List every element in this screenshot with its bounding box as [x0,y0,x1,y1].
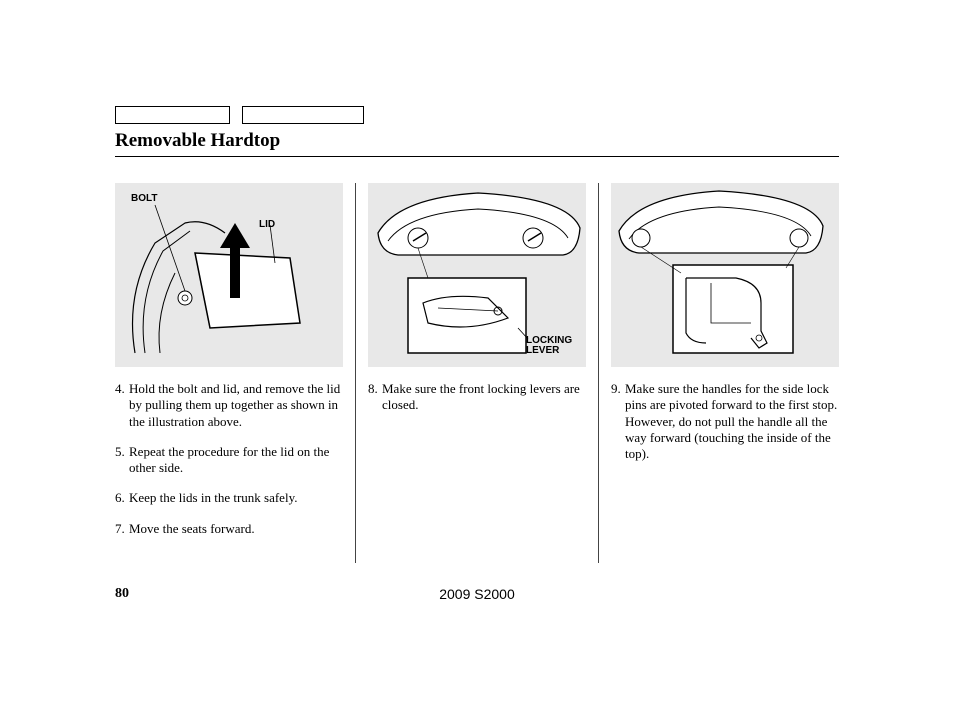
column-3: 9. Make sure the handles for the side lo… [599,183,839,563]
step-text: Hold the bolt and lid, and remove the li… [129,381,343,430]
step-text: Make sure the front locking levers are c… [382,381,586,414]
column-1: BOLT LID 4. Hold the bolt and lid, and r… [115,183,355,563]
label-lid: LID [259,219,275,230]
step-7: 7. Move the seats forward. [115,521,343,537]
figure-side-lock-pins [611,183,839,367]
manual-page: Removable Hardtop [0,0,954,563]
step-number: 5. [115,444,129,477]
step-text: Repeat the procedure for the lid on the … [129,444,343,477]
step-4: 4. Hold the bolt and lid, and remove the… [115,381,343,430]
side-lock-diagram [611,183,829,367]
step-number: 9. [611,381,625,462]
figure-bolt-lid: BOLT LID [115,183,343,367]
step-5: 5. Repeat the procedure for the lid on t… [115,444,343,477]
bolt-lid-diagram [115,183,335,367]
step-8: 8. Make sure the front locking levers ar… [368,381,586,414]
section-title: Removable Hardtop [115,130,839,157]
step-number: 7. [115,521,129,537]
step-text: Make sure the handles for the side lock … [625,381,839,462]
step-number: 6. [115,490,129,506]
column-2: LOCKING LEVER 8. Make sure the front loc… [355,183,599,563]
header-box-1 [115,106,230,124]
step-number: 8. [368,381,382,414]
header-box-2 [242,106,364,124]
label-lever: LEVER [526,345,559,356]
step-9: 9. Make sure the handles for the side lo… [611,381,839,462]
step-number: 4. [115,381,129,430]
step-6: 6. Keep the lids in the trunk safely. [115,490,343,506]
content-columns: BOLT LID 4. Hold the bolt and lid, and r… [115,183,839,563]
header-placeholder-boxes [115,106,839,124]
label-bolt: BOLT [131,193,157,204]
figure-locking-lever: LOCKING LEVER [368,183,586,367]
step-text: Move the seats forward. [129,521,343,537]
step-text: Keep the lids in the trunk safely. [129,490,343,506]
footer-model-year: 2009 S2000 [0,586,954,602]
